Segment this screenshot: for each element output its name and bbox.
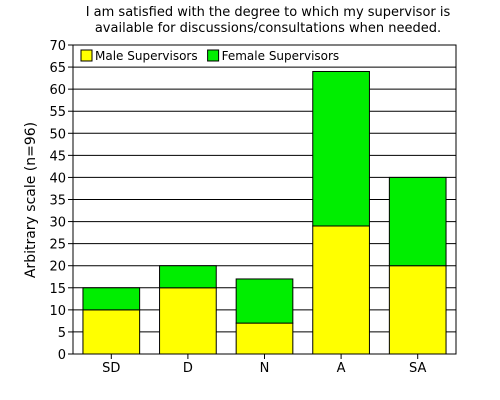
x-tick-label: SA: [409, 361, 426, 376]
bar-a-series-2: [312, 70, 370, 227]
y-tick-label: 45: [49, 149, 66, 164]
bar-n-series-1: [235, 322, 294, 355]
y-tick-label: 10: [49, 304, 66, 319]
y-tick-label: 60: [49, 83, 66, 98]
x-tick-label: SD: [102, 361, 120, 376]
bar-sa-series-1: [388, 265, 447, 355]
legend-item-1: Male Supervisors: [80, 49, 198, 63]
y-axis-label: Arbitrary scale (n=96): [23, 122, 39, 278]
x-tick-labels: SD D N A SA: [102, 361, 426, 376]
x-tick-label: N: [260, 361, 270, 376]
y-tick-label: 35: [49, 194, 66, 209]
y-tick-label: 30: [49, 216, 66, 231]
y-tick-label: 0: [58, 348, 66, 363]
y-tick-label: 65: [49, 61, 66, 76]
chart-title-line-2: available for discussions/consultations …: [95, 21, 441, 36]
legend-label: Male Supervisors: [95, 49, 198, 63]
bar-n-series-2: [235, 278, 294, 324]
bar-d-series-1: [159, 287, 217, 355]
y-tick-label: 20: [49, 260, 66, 275]
bar-d-series-2: [159, 265, 217, 289]
y-tick-label: 15: [49, 282, 66, 297]
bars: [82, 70, 447, 355]
chart-title: I am satisfied with the degree to which …: [86, 5, 451, 36]
x-tick-label: D: [183, 361, 193, 376]
legend-label: Female Supervisors: [222, 49, 340, 63]
y-tick-label: 55: [49, 105, 66, 120]
y-tick-label: 5: [58, 326, 66, 341]
bar-sd-series-2: [82, 287, 141, 311]
legend: Male Supervisors Female Supervisors: [80, 49, 340, 63]
y-tick-label: 50: [49, 127, 66, 142]
axes: [68, 44, 457, 359]
chart-title-line-1: I am satisfied with the degree to which …: [86, 5, 451, 20]
y-tick-label: 25: [49, 238, 66, 253]
legend-swatch: [80, 49, 93, 62]
legend-swatch: [207, 49, 220, 62]
bar-a-series-1: [312, 225, 370, 355]
legend-item-2: Female Supervisors: [207, 49, 340, 63]
y-tick-label: 70: [49, 39, 66, 54]
plot-frame: [72, 44, 457, 355]
y-tick-label: 40: [49, 171, 66, 186]
bar-sd-series-1: [82, 309, 141, 355]
x-tick-label: A: [337, 361, 346, 376]
y-tick-labels: 0 5 10 15 20 25 30 35 40 45 50 55 60 65 70: [49, 39, 66, 363]
bar-sa-series-2: [388, 176, 447, 267]
